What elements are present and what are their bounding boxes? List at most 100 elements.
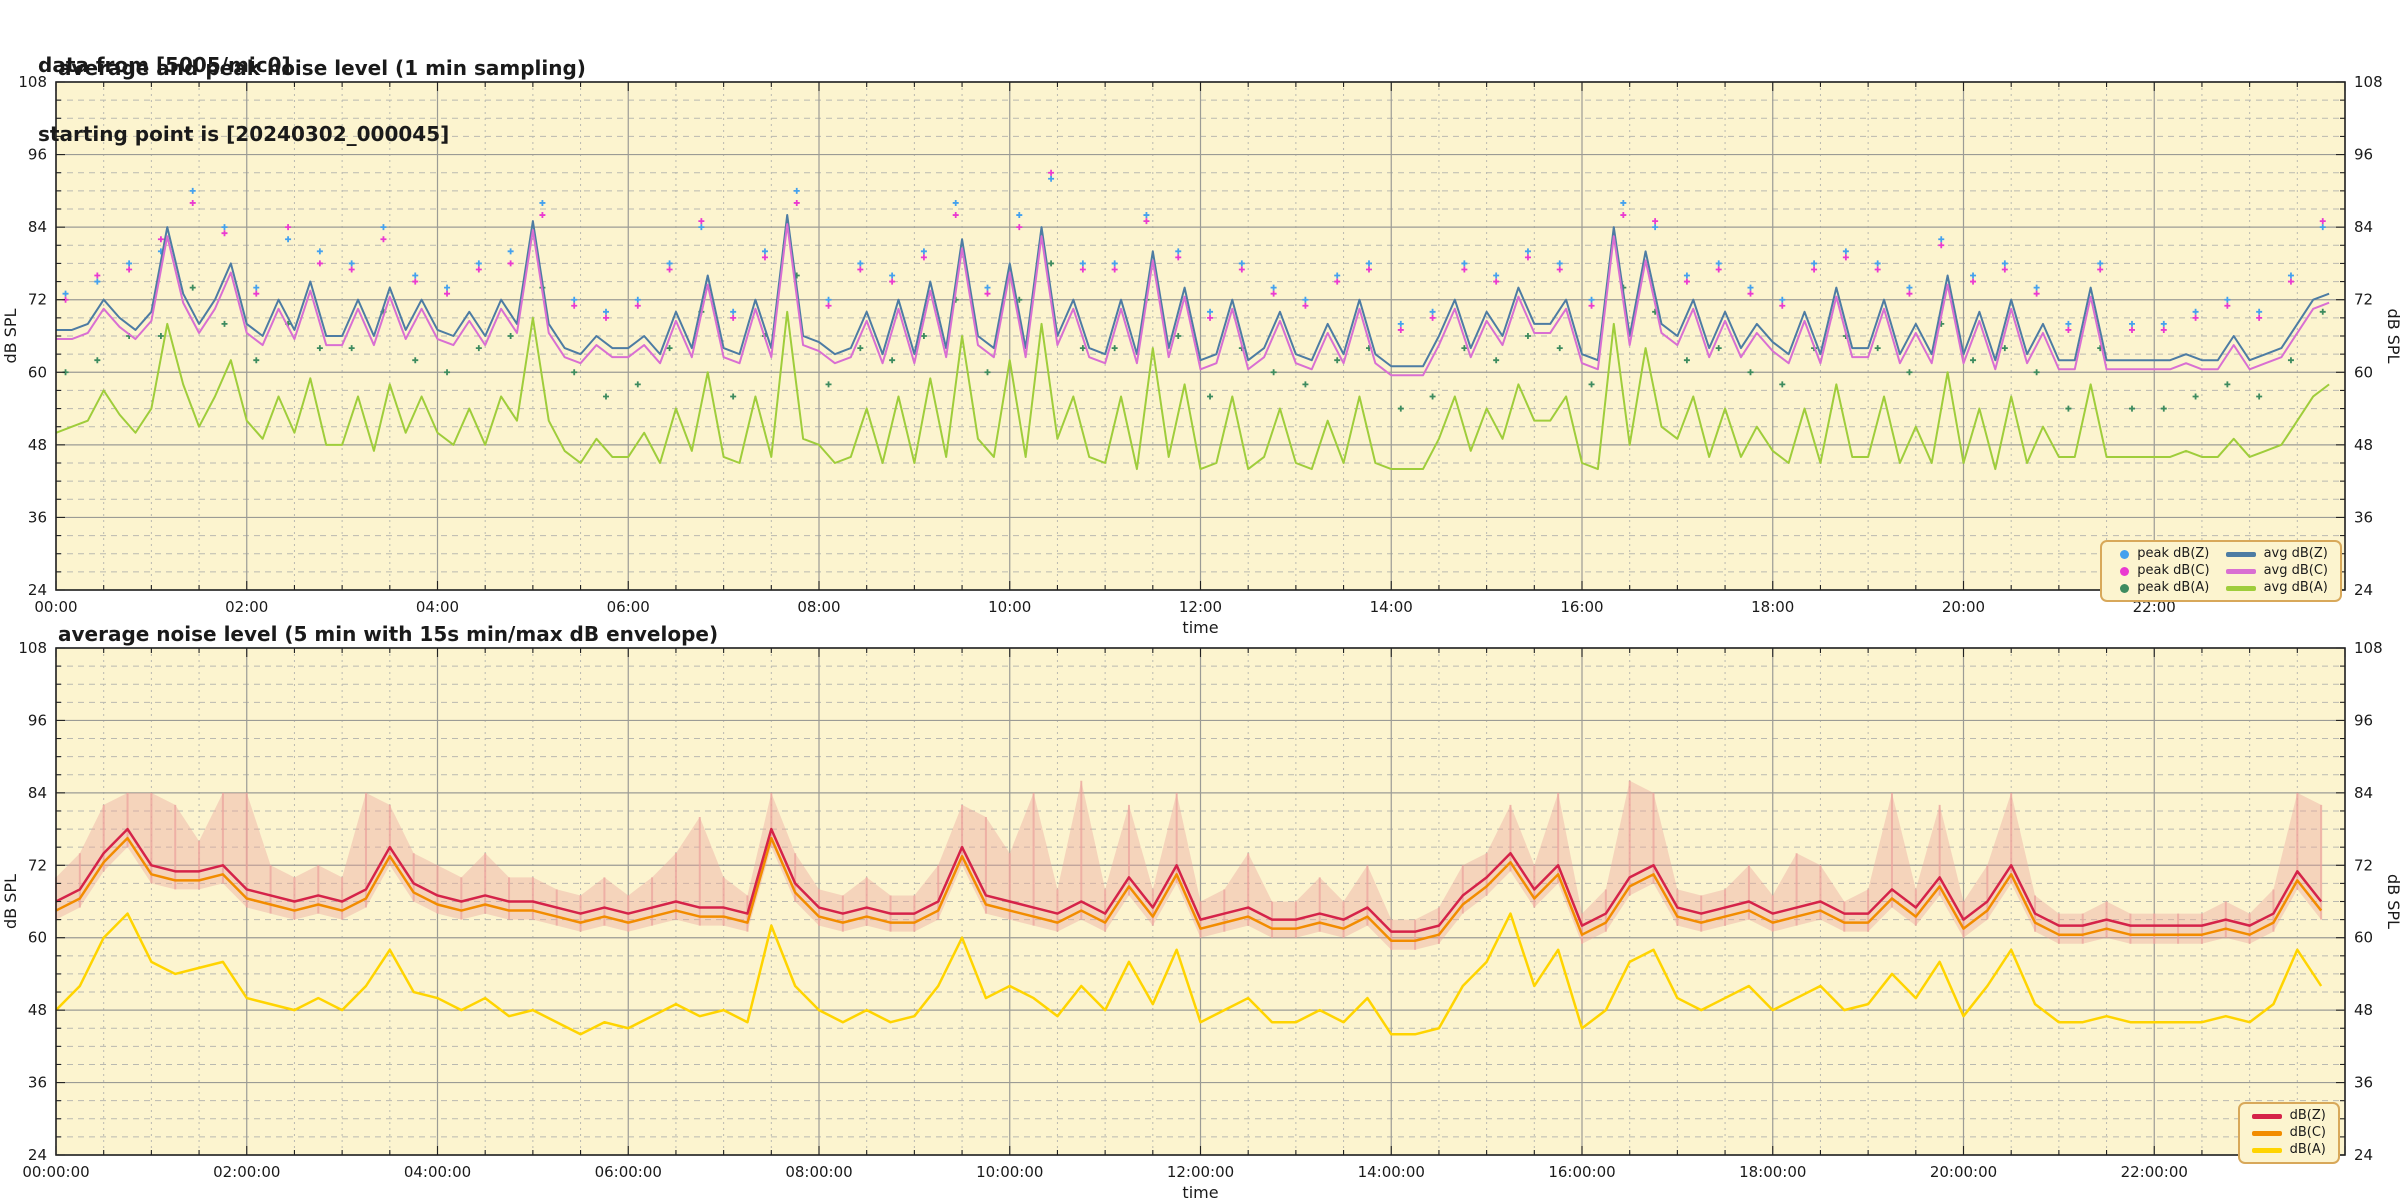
- svg-text:16:00:00: 16:00:00: [1548, 1163, 1615, 1181]
- svg-text:14:00: 14:00: [1370, 598, 1413, 616]
- header-line-start: starting point is [20240302_000045]: [38, 122, 450, 146]
- x-axis-label: time: [1182, 1183, 1218, 1200]
- svg-text:12:00: 12:00: [1179, 598, 1222, 616]
- chart1-title: average and peak noise level (1 min samp…: [58, 56, 586, 80]
- line-dB(A): [55, 912, 2323, 1036]
- svg-text:84: 84: [2354, 218, 2373, 236]
- svg-text:72: 72: [28, 856, 47, 874]
- legend-item-avg-db-c-: avg dB(C): [2225, 563, 2328, 579]
- line-avg dB(C): [56, 223, 2330, 377]
- axis-labels: 24 24 36 36 48 48 60 60 72 72 84 84 96 96 108 108 00:00:…: [1, 639, 2400, 1200]
- svg-text:10:00: 10:00: [988, 598, 1031, 616]
- legend-label: dB(C): [2289, 1125, 2326, 1140]
- y2-axis-label: dB SPL: [2384, 309, 2400, 364]
- series: [55, 169, 2330, 471]
- svg-text:24: 24: [28, 1146, 47, 1164]
- svg-text:72: 72: [2354, 291, 2373, 309]
- svg-text:48: 48: [28, 1001, 47, 1019]
- legend-line-swatch: [2251, 1130, 2282, 1136]
- svg-text:36: 36: [2354, 1074, 2373, 1092]
- axis-labels: 24 24 36 36 48 48 60 60 72 72 84 84 96 96 108 108 00:00 0…: [1, 73, 2400, 637]
- legend-item-db-a-: dB(A): [2251, 1142, 2326, 1158]
- svg-text:02:00:00: 02:00:00: [213, 1163, 280, 1181]
- svg-text:16:00: 16:00: [1560, 598, 1603, 616]
- legend-label: dB(A): [2289, 1142, 2326, 1157]
- y-axis-label: dB SPL: [1, 308, 20, 363]
- svg-text:08:00: 08:00: [797, 598, 840, 616]
- line-dB(C): [55, 836, 2323, 942]
- svg-text:84: 84: [2354, 784, 2373, 802]
- legend-label: peak dB(Z): [2137, 546, 2210, 561]
- svg-text:60: 60: [28, 929, 47, 947]
- legend-item-avg-db-z-: avg dB(Z): [2225, 546, 2328, 562]
- svg-text:48: 48: [2354, 436, 2373, 454]
- svg-text:96: 96: [28, 711, 47, 729]
- svg-text:72: 72: [2354, 856, 2373, 874]
- svg-text:08:00:00: 08:00:00: [785, 1163, 852, 1181]
- scatter-peak dB(C): [62, 169, 2326, 333]
- svg-text:48: 48: [2354, 1001, 2373, 1019]
- legend-label: dB(Z): [2289, 1108, 2326, 1123]
- chart1-plot: 24 24 36 36 48 48 60 60 72 72 84 84 96 96 108 108 00:00 0…: [1, 73, 2400, 637]
- svg-text:22:00: 22:00: [2133, 598, 2176, 616]
- svg-text:02:00: 02:00: [225, 598, 268, 616]
- svg-text:00:00: 00:00: [34, 598, 77, 616]
- header-line-source: data from [5005/mic0]: [38, 53, 291, 77]
- svg-text:22:00:00: 22:00:00: [2121, 1163, 2188, 1181]
- svg-text:108: 108: [2354, 639, 2383, 657]
- legend-label: peak dB(C): [2137, 563, 2210, 578]
- legend-dot-swatch: [2120, 566, 2130, 576]
- svg-text:24: 24: [28, 581, 47, 599]
- svg-text:60: 60: [2354, 363, 2373, 381]
- line-avg dB(A): [55, 310, 2330, 471]
- legend-line-swatch: [2225, 568, 2256, 574]
- svg-text:04:00:00: 04:00:00: [404, 1163, 471, 1181]
- svg-text:48: 48: [28, 436, 47, 454]
- svg-text:18:00:00: 18:00:00: [1739, 1163, 1806, 1181]
- svg-text:24: 24: [2354, 1146, 2373, 1164]
- series: [55, 780, 2323, 1036]
- svg-text:108: 108: [2354, 73, 2383, 91]
- svg-text:00:00:00: 00:00:00: [22, 1163, 89, 1181]
- legend-item-db-c-: dB(C): [2251, 1125, 2326, 1141]
- svg-text:36: 36: [2354, 508, 2373, 526]
- legend-label: avg dB(A): [2263, 580, 2328, 595]
- legend-line-swatch: [2251, 1113, 2282, 1119]
- legend-item-peak-db-z-: peak dB(Z): [2114, 546, 2209, 562]
- x-axis-label: time: [1182, 618, 1218, 637]
- legend-line-swatch: [2225, 585, 2256, 591]
- legend-line-swatch: [2251, 1147, 2282, 1153]
- line-dB(Z): [55, 827, 2323, 933]
- y-axis-label: dB SPL: [1, 874, 20, 929]
- svg-text:108: 108: [18, 73, 47, 91]
- legend-item-avg-db-a-: avg dB(A): [2225, 580, 2328, 596]
- legend-item-db-z-: dB(Z): [2251, 1108, 2326, 1124]
- chart1-legend: peak dB(Z) avg dB(Z) peak dB(C) avg dB(C) pe…: [2100, 540, 2342, 602]
- svg-text:24: 24: [2354, 581, 2373, 599]
- svg-text:96: 96: [2354, 146, 2373, 164]
- svg-text:18:00: 18:00: [1751, 598, 1794, 616]
- chart2-plot: 24 24 36 36 48 48 60 60 72 72 84 84 96 96 108 108 00:00:…: [1, 639, 2400, 1200]
- svg-text:84: 84: [28, 784, 47, 802]
- chart2-title: average noise level (5 min with 15s min/…: [58, 622, 719, 646]
- header: data from [5005/mic0] starting point is …: [38, 8, 449, 169]
- legend-item-peak-db-a-: peak dB(A): [2114, 580, 2209, 596]
- legend-label: peak dB(A): [2137, 580, 2210, 595]
- legend-dot-swatch: [2120, 549, 2130, 559]
- svg-text:06:00: 06:00: [607, 598, 650, 616]
- svg-text:12:00:00: 12:00:00: [1167, 1163, 1234, 1181]
- scatter-peak dB(Z): [62, 175, 2326, 327]
- svg-text:84: 84: [28, 218, 47, 236]
- svg-text:10:00:00: 10:00:00: [976, 1163, 1043, 1181]
- legend-dot-swatch: [2120, 583, 2130, 593]
- svg-text:72: 72: [28, 291, 47, 309]
- svg-text:96: 96: [28, 146, 47, 164]
- legend-line-swatch: [2225, 551, 2256, 557]
- axis-ticks: [55, 81, 2346, 591]
- svg-text:14:00:00: 14:00:00: [1358, 1163, 1425, 1181]
- gridlines: [55, 81, 2346, 591]
- svg-text:36: 36: [28, 1074, 47, 1092]
- svg-text:06:00:00: 06:00:00: [595, 1163, 662, 1181]
- svg-text:60: 60: [28, 363, 47, 381]
